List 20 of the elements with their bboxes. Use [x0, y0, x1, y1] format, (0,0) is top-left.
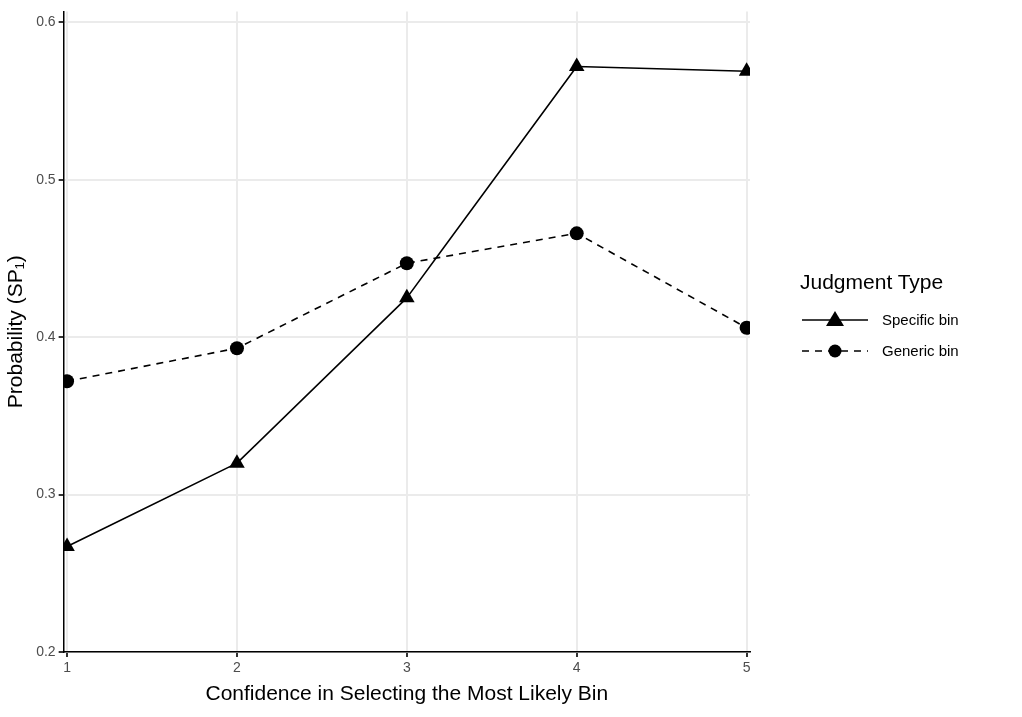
point: [399, 256, 414, 271]
legend-label: Generic bin: [882, 342, 959, 359]
y-tick-label: 0.6: [36, 13, 56, 30]
point: [399, 288, 415, 303]
x-tick-label: 2: [233, 659, 242, 676]
point: [568, 57, 585, 71]
x-axis-title: Confidence in Selecting the Most Likely Bin: [205, 681, 609, 705]
x-tick-label: 1: [63, 659, 72, 676]
x-tick-label: 5: [742, 659, 751, 676]
point: [569, 226, 584, 241]
x-tick-label: 3: [402, 659, 411, 676]
y-tick-label: 0.5: [36, 170, 56, 187]
point: [229, 341, 244, 356]
x-tick-label: 4: [572, 659, 581, 676]
y-axis-title: Probability (SP₁): [3, 255, 27, 409]
y-tick-label: 0.2: [36, 642, 56, 659]
legend-title: Judgment Type: [800, 270, 945, 294]
y-tick-label: 0.4: [36, 328, 56, 345]
legend-label: Specific bin: [882, 311, 959, 328]
y-tick-label: 0.3: [36, 485, 56, 502]
